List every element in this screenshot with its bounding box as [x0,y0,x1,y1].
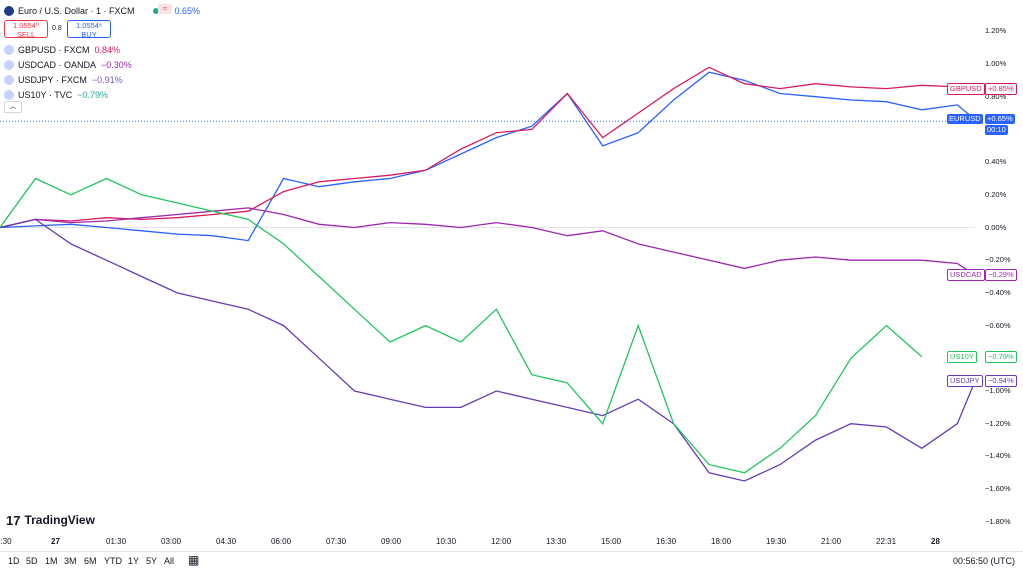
x-axis-tick: 19:30 [766,537,787,546]
series-value-eurusd: +0.65% [985,113,1015,124]
period-button-5y[interactable]: 5Y [146,556,158,566]
legend-symbol: GBPUSD · FXCM [18,45,90,55]
series-line-usdcad [0,207,976,276]
y-axis-tick: −0.60% [985,320,1011,330]
y-axis-tick: −1.80% [985,516,1011,526]
y-axis-tick: −1.40% [985,451,1011,461]
series-value-usdcad: −0.29% [985,268,1017,281]
y-axis-tick: 1.20% [985,26,1007,36]
bottom-toolbar [0,551,1023,570]
buy-label: BUY [81,30,97,39]
market-open-dot [153,8,159,14]
x-axis-tick: 16:30 [656,537,677,546]
legend-symbol: USDCAD · OANDA [18,60,97,70]
indicator-icon[interactable]: ≈ [158,4,172,14]
legend-item[interactable]: USDCAD · OANDA −0.30% [4,58,132,72]
y-axis-tick: −1.20% [985,418,1011,428]
period-button-all[interactable]: All [164,556,175,566]
us-ca-flag-icon [4,60,14,70]
series-value-gbpusd: +0.85% [985,82,1017,95]
sell-label: SELL [16,30,36,39]
series-line-usdjpy [0,218,976,482]
series-line-gbpusd [0,66,976,229]
legend-change: −0.30% [101,60,132,70]
x-axis-tick: 06:00 [271,537,292,546]
legend-symbol: US10Y · TVC [18,90,73,100]
sell-button[interactable]: 1.0554⁰ SELL [4,20,48,39]
x-axis-tick: 04:30 [216,537,237,546]
series-tag-gbpusd: GBPUSD [947,82,985,95]
x-axis-tick: 21:00 [821,537,842,546]
y-axis-tick: 0.00% [985,222,1007,232]
y-axis-tick: −1.00% [985,386,1011,396]
legend-change: −0.79% [77,90,108,100]
legend-change: −0.91% [91,75,123,85]
y-axis-tick: 0.20% [985,189,1007,199]
period-button-ytd[interactable]: YTD [104,556,122,566]
x-axis-tick: 27 [51,537,60,546]
series-value-usdjpy: −0.94% [985,375,1017,388]
bar-countdown: 00:10 [985,124,1008,135]
series-value-us10y: −0.79% [985,350,1017,363]
x-axis-tick: 18:00 [711,537,732,546]
sell-price: 1.0554⁰ [13,21,39,30]
main-symbol-legend[interactable]: Euro / U.S. Dollar · 1 · FXCM 0.65% [4,4,200,18]
period-button-3m[interactable]: 3M [64,556,77,566]
main-change: 0.65% [174,6,201,16]
x-axis-tick: 09:00 [381,537,402,546]
x-axis-tick: 07:30 [326,537,347,546]
x-axis-tick: 10:30 [436,537,457,546]
calendar-icon[interactable]: ▦ [188,553,200,567]
series-line-us10y [0,177,923,474]
x-axis-tick: 12:00 [491,537,512,546]
chart-plot-area[interactable] [0,0,1023,551]
y-axis-tick: −1.60% [985,484,1011,494]
period-button-1y[interactable]: 1Y [128,556,140,566]
buy-price: 1.0554⁸ [75,21,103,30]
euro-flag-icon [4,6,14,16]
series-tag-usdjpy: USDJPY [947,375,983,388]
y-axis-tick: −0.20% [985,255,1011,265]
tv-logo-icon: 17 [6,512,21,528]
us-flag-icon [4,90,14,100]
spread-value: 0.8 [52,25,62,32]
legend-item[interactable]: US10Y · TVC −0.79% [4,88,108,102]
period-button-5d[interactable]: 5D [26,556,38,566]
legend-symbol: USDJPY · FXCM [18,75,87,85]
brand-name: TradingView [24,513,95,527]
x-axis-tick: 22:31 [876,537,897,546]
period-button-1d[interactable]: 1D [8,556,20,566]
legend-item[interactable]: USDJPY · FXCM −0.91% [4,73,123,87]
x-axis-tick: 28 [931,537,940,546]
series-tag-us10y: US10Y [947,350,977,363]
x-axis-tick: 15:00 [601,537,622,546]
legend-change: 0.84% [94,45,121,55]
series-tag-eurusd: EURUSD [947,113,983,124]
buy-button[interactable]: 1.0554⁸ BUY [67,20,111,39]
us-jp-flag-icon [4,75,14,85]
tradingview-logo[interactable]: 17 TradingView [6,511,95,529]
y-axis-tick: 1.00% [985,59,1007,69]
y-axis-tick: −0.40% [985,287,1011,297]
y-axis-tick: 0.80% [985,91,1007,101]
x-axis-tick: 2:30 [0,537,12,546]
x-axis-tick: 13:30 [546,537,567,546]
collapse-legend-button[interactable]: ︿ [4,101,22,113]
gb-flag-icon [4,45,14,55]
series-tag-usdcad: USDCAD [947,268,985,281]
symbol-title: Euro / U.S. Dollar · 1 · FXCM [18,6,135,16]
legend-item[interactable]: GBPUSD · FXCM 0.84% [4,43,120,57]
utc-clock[interactable]: 00:56:50 (UTC) [953,556,1016,566]
period-button-6m[interactable]: 6M [84,556,97,566]
y-axis-tick: 0.40% [985,157,1007,167]
series-line-eurusd [0,71,976,242]
x-axis-tick: 01:30 [106,537,127,546]
x-axis-tick: 03:00 [161,537,182,546]
period-button-1m[interactable]: 1M [45,556,58,566]
